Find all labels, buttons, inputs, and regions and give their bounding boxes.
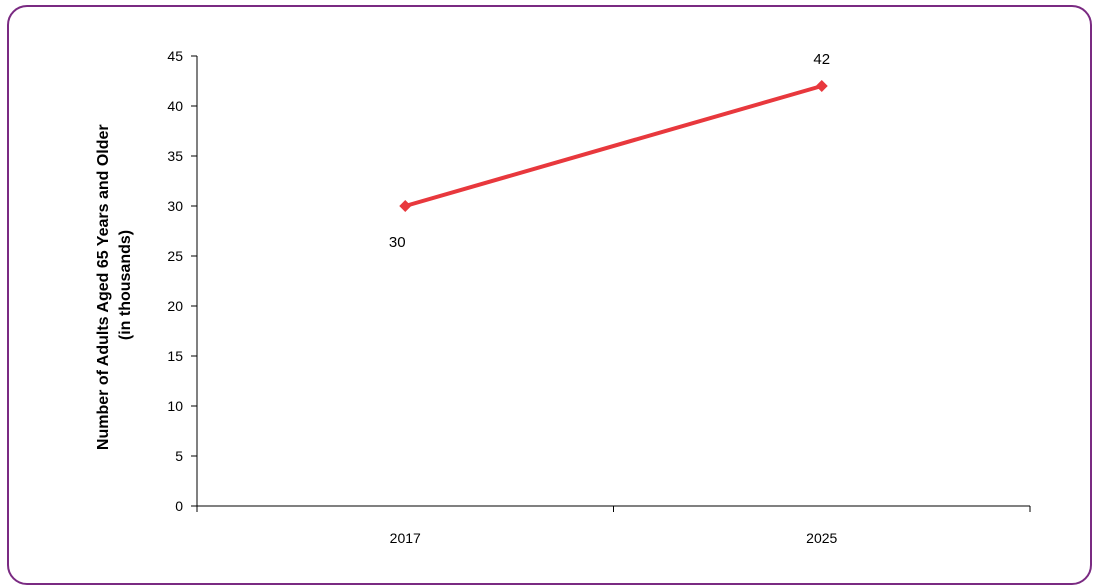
y-tick-label: 45 [167, 48, 183, 64]
data-point-marker [399, 200, 412, 212]
y-axis-title: Number of Adults Aged 65 Years and Older… [95, 120, 134, 450]
y-tick-label: 10 [167, 398, 183, 414]
y-axis: 0 5 10 15 20 25 30 35 40 45 [167, 48, 198, 514]
series-group: 30 42 [389, 51, 830, 251]
y-axis-title-line-2: (in thousands) [117, 230, 134, 340]
y-tick-label: 35 [167, 148, 183, 164]
y-axis-title-line-1: Number of Adults Aged 65 Years and Older [95, 124, 112, 450]
chart-frame [7, 5, 1092, 585]
y-tick-label: 15 [167, 348, 183, 364]
y-tick-label: 0 [175, 498, 183, 514]
data-label: 42 [813, 51, 830, 68]
x-tick-label: 2025 [806, 530, 837, 546]
y-tick-label: 30 [167, 198, 183, 214]
y-tick-label: 5 [175, 448, 183, 464]
series-line [404, 84, 823, 208]
x-axis: 2017 2025 [196, 505, 1031, 546]
data-label: 30 [389, 234, 406, 251]
data-point-marker [815, 80, 828, 92]
x-tick-label: 2017 [390, 530, 421, 546]
y-tick-label: 25 [167, 248, 183, 264]
y-tick-label: 20 [167, 298, 183, 314]
y-tick-label: 40 [167, 98, 183, 114]
